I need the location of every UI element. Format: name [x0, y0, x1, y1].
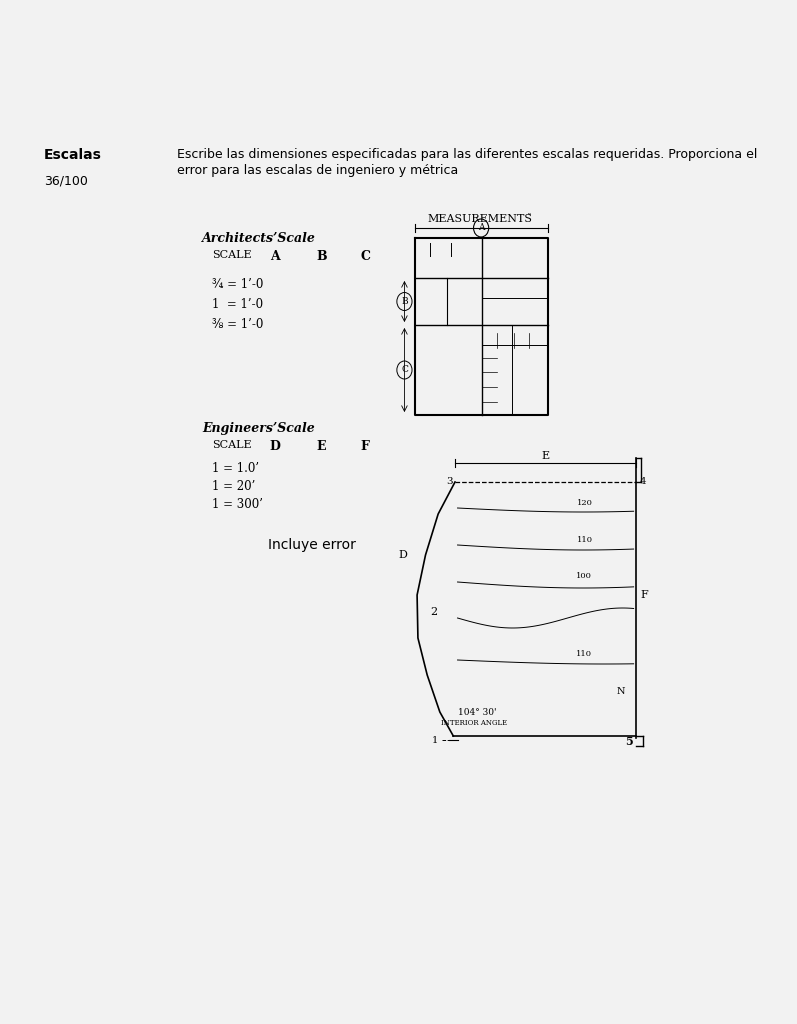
Text: SCALE: SCALE [212, 250, 252, 260]
Text: 36/100: 36/100 [44, 174, 88, 187]
Text: error para las escalas de ingeniero y métrica: error para las escalas de ingeniero y mé… [177, 164, 458, 177]
Text: Escribe las dimensiones especificadas para las diferentes escalas requeridas. Pr: Escribe las dimensiones especificadas pa… [177, 148, 757, 161]
Text: E: E [541, 451, 550, 461]
Text: 5: 5 [626, 736, 634, 746]
Text: ⅜ = 1’-0: ⅜ = 1’-0 [212, 318, 264, 331]
Text: 4: 4 [639, 477, 646, 486]
Text: F: F [360, 440, 370, 453]
Text: ¾ = 1’-0: ¾ = 1’-0 [212, 278, 264, 291]
Text: 2: 2 [430, 607, 438, 617]
Text: N: N [617, 687, 625, 696]
Text: 1  = 1’-0: 1 = 1’-0 [212, 298, 264, 311]
Text: D: D [398, 550, 407, 560]
Text: 110: 110 [575, 650, 591, 658]
Text: D: D [269, 440, 281, 453]
Text: ˜: ˜ [527, 214, 532, 223]
Text: 104° 30': 104° 30' [457, 708, 497, 717]
Text: 1 = 1.0’: 1 = 1.0’ [212, 462, 260, 475]
Text: INTERIOR ANGLE: INTERIOR ANGLE [442, 719, 508, 727]
Text: C: C [360, 250, 371, 263]
Text: Architects’Scale: Architects’Scale [202, 232, 316, 245]
Text: B: B [401, 297, 408, 306]
Text: 1 = 300’: 1 = 300’ [212, 498, 263, 511]
Text: Engineers’Scale: Engineers’Scale [202, 422, 315, 435]
Text: Incluye error: Incluye error [268, 538, 355, 552]
Text: C: C [401, 366, 408, 375]
Text: E: E [316, 440, 325, 453]
Text: 3: 3 [446, 477, 453, 486]
Text: B: B [316, 250, 327, 263]
Text: 1 = 20’: 1 = 20’ [212, 480, 256, 493]
Text: 1: 1 [432, 736, 438, 745]
Text: SCALE: SCALE [212, 440, 252, 450]
Text: A: A [269, 250, 280, 263]
Text: A: A [478, 223, 485, 232]
Text: Escalas: Escalas [44, 148, 102, 162]
Text: 110: 110 [577, 536, 593, 544]
Text: 120: 120 [577, 499, 593, 507]
Text: F: F [640, 590, 648, 600]
Text: 100: 100 [575, 572, 591, 580]
Text: MEASUREMENTS: MEASUREMENTS [427, 214, 532, 224]
